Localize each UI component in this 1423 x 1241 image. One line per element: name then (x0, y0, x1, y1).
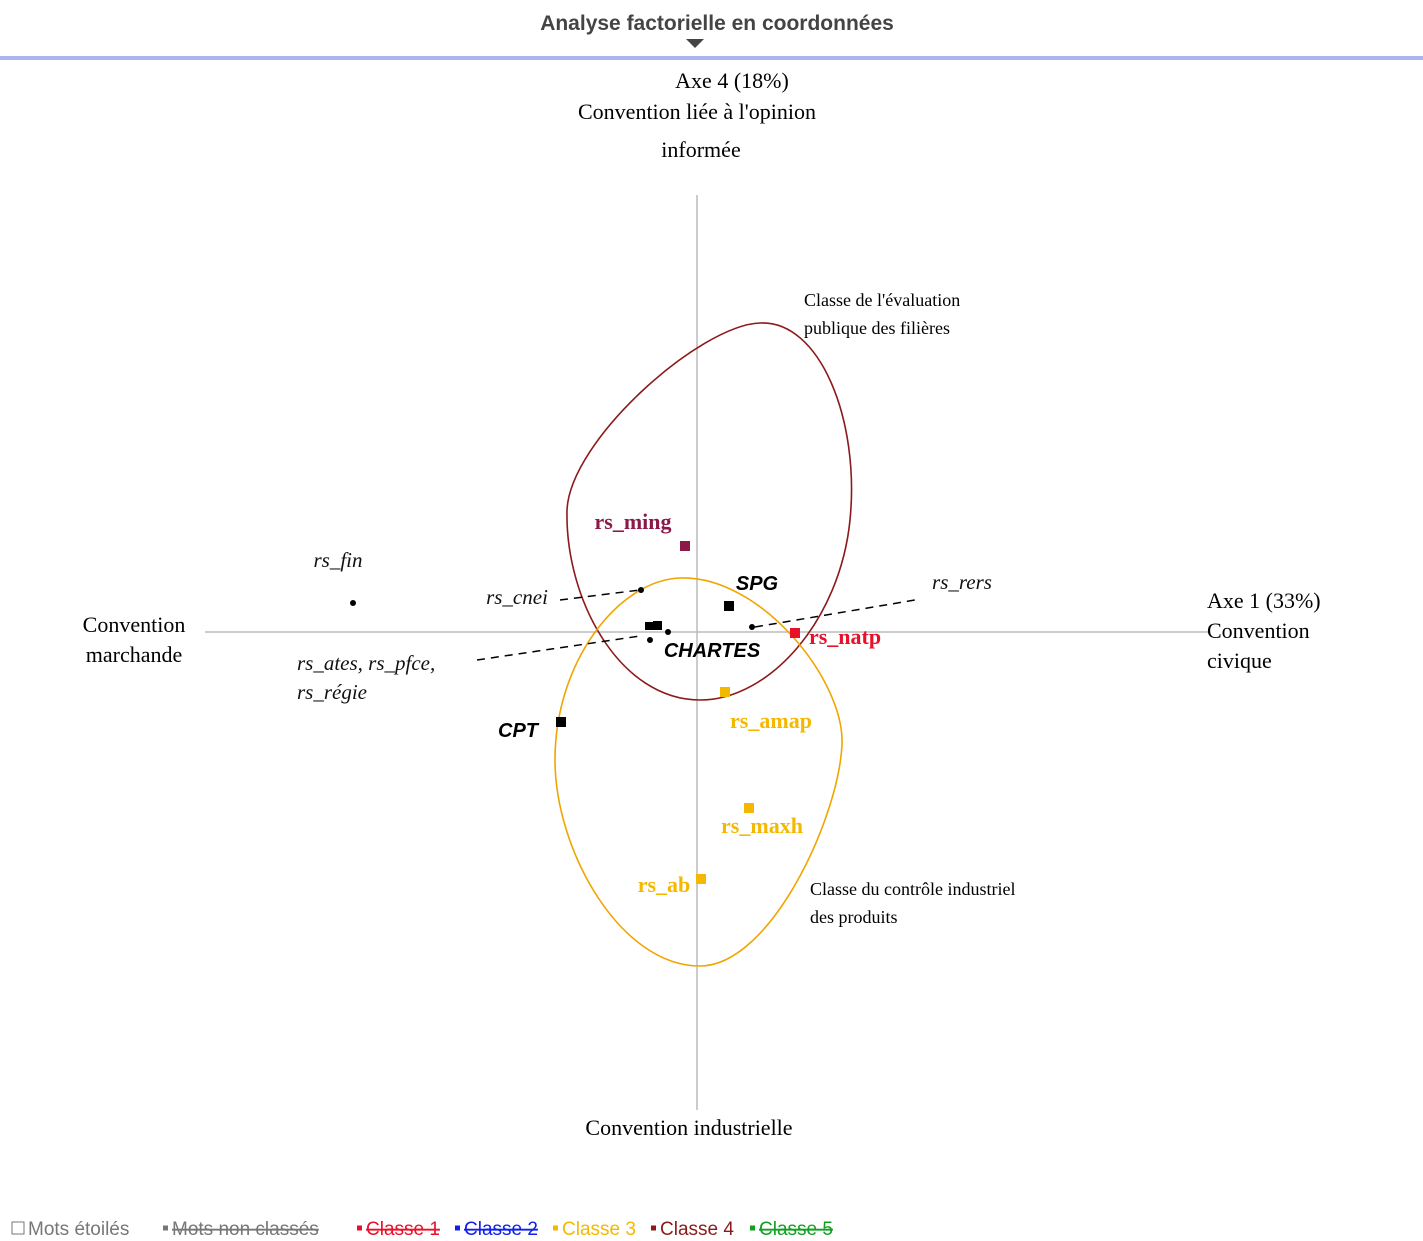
axis-label: Convention liée à l'opinion (578, 99, 816, 124)
point-label: SPG (736, 573, 778, 595)
legend-item[interactable]: Classe 1 (366, 1219, 440, 1240)
point-label: CHARTES (664, 640, 761, 662)
point-label: rs_régie (297, 680, 367, 704)
point-label: CPT (498, 720, 540, 742)
axis-label: informée (661, 137, 740, 162)
legend-marker[interactable] (750, 1225, 755, 1231)
axis-label: Convention (83, 612, 186, 637)
point-label: rs_fin (313, 548, 362, 572)
point-label: rs_maxh (721, 813, 803, 838)
axis-label: Axe 4 (18%) (675, 68, 789, 93)
legend-marker[interactable] (651, 1225, 656, 1231)
legend-item[interactable]: Classe 2 (464, 1219, 538, 1240)
class-label: Classe de l'évaluation (804, 290, 960, 310)
point-label: rs_rers (932, 570, 992, 594)
axis-label: Convention industrielle (585, 1115, 792, 1140)
legend: Mots étoilés Mots non classés Classe 1 Clas… (11, 1219, 833, 1240)
legend-item[interactable]: Classe 3 (562, 1219, 636, 1240)
axis-label: Convention (1207, 618, 1310, 643)
legend-item[interactable]: Classe 4 (660, 1219, 734, 1240)
class-label: des produits (810, 907, 898, 927)
class-label: publique des filières (804, 318, 950, 338)
point-label: rs_ming (595, 509, 672, 534)
markers (350, 541, 800, 884)
point-label: rs_ates, rs_pfce, (297, 651, 435, 675)
axis-label: marchande (86, 642, 183, 667)
legend-item[interactable]: Classe 5 (759, 1219, 833, 1240)
separator (0, 56, 1423, 60)
legend-marker[interactable] (11, 1221, 25, 1235)
class-contour (566, 322, 853, 701)
axis-label: civique (1207, 648, 1272, 673)
legend-marker[interactable] (553, 1225, 558, 1231)
legend-marker[interactable] (163, 1225, 168, 1231)
point-label: rs_amap (730, 708, 812, 733)
class-label: Classe du contrôle industriel (810, 879, 1015, 899)
class-contour (554, 577, 843, 967)
legend-item[interactable]: Mots non classés (172, 1219, 319, 1240)
legend-marker[interactable] (455, 1225, 460, 1231)
title[interactable]: Analyse factorielle en coordonnées (540, 12, 894, 35)
legend-marker[interactable] (357, 1225, 362, 1231)
point-label: rs_natp (809, 624, 881, 649)
legend-item[interactable]: Mots étoilés (28, 1219, 129, 1240)
dropdown-arrow[interactable] (686, 39, 704, 48)
axis-label: Axe 1 (33%) (1207, 588, 1321, 613)
point-label: rs_ab (638, 872, 691, 897)
point-label: rs_cnei (486, 585, 548, 609)
